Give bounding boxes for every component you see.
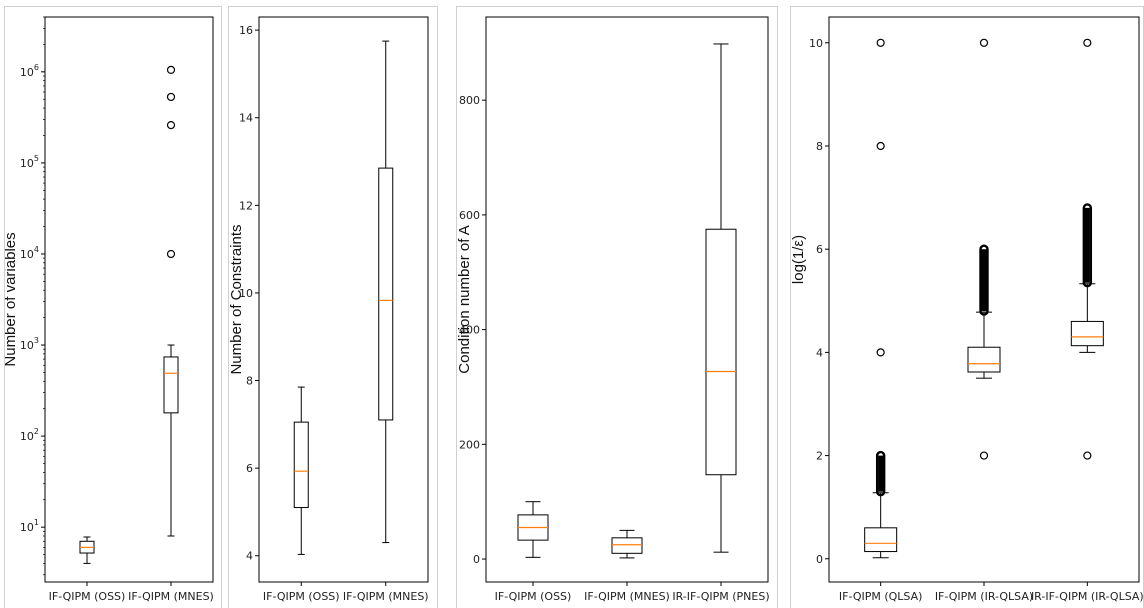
y-tick-label: 10	[239, 287, 253, 300]
x-tick-label: IF-QIPM (MNES)	[584, 590, 670, 603]
flier	[876, 348, 885, 357]
y-tick-label: 800	[459, 94, 480, 107]
axes-frame	[485, 16, 769, 583]
y-tick-label: 8	[816, 140, 823, 153]
y-axis-title: Number of variables	[5, 232, 19, 366]
chart-panel-constraints: 4 6 8 10 12 14 16 IF-QIPM (OSS) IF-QIPM (MNES) Nu…	[228, 6, 438, 608]
iqr-box	[864, 527, 898, 553]
iqr-box	[611, 537, 643, 554]
x-tick-label: IR-IF-QIPM (IR-QLSA)	[1031, 590, 1144, 603]
y-tick-label: 103	[20, 336, 39, 352]
y-tick-label: 104	[20, 245, 39, 261]
box-3	[1070, 38, 1104, 460]
flier-cluster	[979, 244, 989, 316]
flier-cluster	[875, 450, 886, 497]
y-tick-label: 0	[816, 553, 823, 566]
box-1	[517, 501, 549, 558]
y-tick-label: 200	[459, 438, 480, 451]
y-tick-label: 101	[20, 518, 39, 534]
flier	[979, 38, 989, 47]
flier	[876, 38, 885, 47]
y-axis-title: log(1/ε)	[791, 235, 807, 284]
flier	[166, 249, 176, 259]
box-2	[163, 65, 179, 537]
box-3	[705, 43, 737, 553]
y-tick-label: 106	[20, 63, 39, 79]
iqr-box	[1070, 320, 1104, 347]
x-tick-label: IF-QIPM (MNES)	[128, 590, 214, 603]
y-tick-label: 14	[239, 112, 253, 125]
flier	[1083, 451, 1092, 460]
y-tick-label: 0	[473, 553, 480, 566]
y-tick-label: 2	[816, 450, 823, 463]
y-tick-label: 6	[816, 243, 823, 256]
box-1	[864, 38, 898, 559]
y-tick-label: 400	[459, 324, 480, 337]
chart-variables: 101 102 103 104 105 106 IF-QIPM (OSS) IF-QIPM (…	[5, 16, 214, 603]
x-tick-label: IF-QIPM (OSS)	[263, 590, 340, 603]
x-tick-label: IF-QIPM (MNES)	[343, 590, 429, 603]
flier-cluster	[1082, 203, 1093, 288]
x-tick-label: IF-QIPM (OSS)	[495, 590, 572, 603]
flier	[166, 92, 176, 102]
y-tick-label: 102	[20, 427, 39, 443]
box-1	[293, 386, 309, 555]
iqr-box	[378, 167, 394, 421]
flier	[979, 451, 989, 460]
box-1	[79, 536, 95, 564]
flier	[166, 121, 176, 130]
y-tick-label: 105	[20, 154, 39, 170]
x-tick-label: IF-QIPM (IR-QLSA)	[935, 590, 1033, 603]
y-tick-label: 10	[809, 37, 823, 50]
y-axis-title: Condition number of A	[457, 225, 473, 373]
x-tick-label: IF-QIPM (OSS)	[49, 590, 126, 603]
y-tick-label: 16	[239, 24, 253, 37]
y-tick-label: 8	[246, 375, 253, 388]
chart-panel-condition-number: 0 200 400 600 800 IF-QIPM (OSS) IF-QIPM (MNES)…	[456, 6, 778, 608]
y-tick-label: 600	[459, 209, 480, 222]
y-axis-title: Number of Constraints	[229, 224, 245, 374]
y-tick-label: 4	[816, 346, 823, 359]
chart-panel-precision: 0 2 4 6 8 10 IF-QIPM (QLSA) IF-QIPM (IR-QLSA) IR…	[790, 6, 1144, 608]
iqr-box	[967, 346, 1001, 373]
flier	[876, 141, 885, 151]
y-tick-label: 6	[246, 462, 253, 475]
axes-frame	[44, 16, 214, 583]
box-2	[611, 529, 643, 559]
axes-frame	[258, 16, 429, 583]
iqr-box	[163, 356, 179, 414]
y-tick-label: 4	[246, 550, 253, 563]
chart-precision: 0 2 4 6 8 10 IF-QIPM (QLSA) IF-QIPM (IR-QLSA)IR…	[791, 16, 1144, 603]
chart-constraints: 4 6 8 10 12 14 16 IF-QIPM (OSS) IF-QIPM (MNES) Nu…	[229, 16, 429, 603]
chart-condition-number: 0 200 400 600 800 IF-QIPM (OSS) IF-QIPM (MNES)…	[457, 16, 770, 603]
chart-panel-variables: 101 102 103 104 105 106 IF-QIPM (OSS) IF-QIPM (…	[4, 6, 222, 608]
box-2	[967, 38, 1001, 460]
flier	[1083, 38, 1092, 47]
x-tick-label: IR-IF-QIPM (PNES)	[672, 590, 769, 603]
box-2	[378, 40, 394, 544]
flier	[166, 65, 176, 74]
iqr-box	[705, 228, 737, 476]
iqr-box	[293, 421, 309, 509]
x-tick-label: IF-QIPM (QLSA)	[839, 590, 923, 603]
y-tick-label: 12	[239, 199, 253, 212]
